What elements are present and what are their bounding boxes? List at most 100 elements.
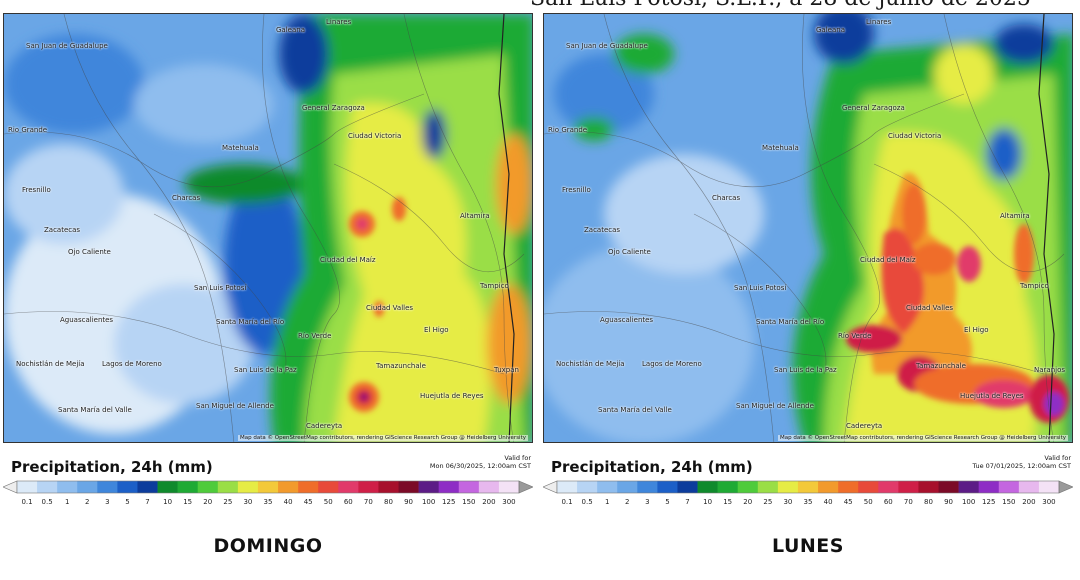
colorbar-swatch — [57, 481, 78, 493]
colorbar-swatch — [237, 481, 259, 493]
place-label: Charcas — [172, 194, 201, 202]
colorbar-swatch — [358, 481, 379, 493]
place-label: Charcas — [712, 194, 741, 202]
place-label: El Higo — [964, 326, 989, 334]
place-label: Santa María del Valle — [58, 406, 132, 414]
colorbar-swatch — [677, 481, 698, 493]
place-label: San Luis de la Paz — [234, 366, 297, 374]
colorbar-swatch — [858, 481, 879, 493]
place-label: Matehuala — [762, 144, 799, 152]
colorbar-ticks: 0.1 0.5 1 2 3 5 7 10 15 20 25 30 35 40 45 50 60 70 80 90 100… — [3, 498, 533, 508]
day-label: LUNES — [772, 535, 844, 557]
colorbar-swatch — [458, 481, 480, 493]
colorbar-tick-label: 1 — [604, 498, 610, 506]
colorbar-swatch — [557, 481, 578, 493]
colorbar-tick-label: 70 — [903, 498, 913, 506]
colorbar-swatch — [298, 481, 319, 493]
place-label: General Zaragoza — [842, 104, 905, 112]
place-label: Río Verde — [838, 332, 872, 340]
colorbar-tick-label: 90 — [404, 498, 414, 506]
precipitation-map[interactable]: San Juan de Guadalupe Galeana Linares Ge… — [543, 13, 1073, 443]
colorbar-tick-label: 3 — [105, 498, 110, 506]
colorbar-swatch — [898, 481, 919, 493]
precipitation-field — [544, 14, 1072, 442]
place-label: Linares — [326, 18, 352, 26]
colorbar-swatch — [938, 481, 959, 493]
colorbar-tick-label: 90 — [944, 498, 954, 506]
place-label: Tampico — [480, 282, 509, 290]
colorbar-swatch — [378, 481, 399, 493]
place-label: Ojo Caliente — [608, 248, 651, 256]
precipitation-colorbar — [3, 480, 533, 494]
colorbar-swatch — [958, 481, 979, 493]
colorbar-swatch — [637, 481, 658, 493]
place-label: Lagos de Moreno — [102, 360, 162, 368]
colorbar-swatch — [1018, 481, 1040, 493]
precipitation-map[interactable]: San Juan de Guadalupe Galeana Linares Ge… — [3, 13, 533, 443]
colorbar-swatch — [757, 481, 779, 493]
colorbar-swatch — [318, 481, 339, 493]
colorbar-tick-label: 100 — [961, 498, 976, 506]
colorbar-swatch — [278, 481, 299, 493]
place-label: El Higo — [424, 326, 449, 334]
colorbar-tick-label: 40 — [283, 498, 293, 506]
place-label: Aguascalientes — [60, 316, 114, 324]
colorbar-swatch — [257, 481, 279, 493]
place-label: Ciudad Valles — [906, 304, 954, 312]
map-panel-lunes: San Juan de Guadalupe Galeana Linares Ge… — [543, 13, 1073, 557]
place-label: Huejutla de Reyes — [960, 392, 1024, 400]
place-label: San Luis Potosí — [194, 284, 247, 292]
place-label: Tamazunchale — [376, 362, 426, 370]
colorbar-border — [556, 480, 1060, 494]
colorbar-swatch — [338, 481, 359, 493]
colorbar-swatch — [838, 481, 859, 493]
colorbar-min-arrow — [3, 480, 18, 494]
colorbar-tick-label: 20 — [743, 498, 753, 506]
place-label: Tuxpan — [494, 366, 519, 374]
place-label: San Juan de Guadalupe — [26, 42, 108, 50]
legend-title: Precipitation, 24h (mm) — [11, 458, 213, 476]
colorbar-swatch — [797, 481, 819, 493]
colorbar-swatch — [77, 481, 98, 493]
place-label: Nochistlán de Mejía — [556, 360, 625, 368]
colorbar-tick-label: 1 — [64, 498, 70, 506]
colorbar-tick-label: 35 — [803, 498, 813, 506]
place-label: Galeana — [816, 26, 845, 34]
colorbar-tick-label: 200 — [1022, 498, 1036, 506]
colorbar-tick-label: 60 — [883, 498, 893, 506]
colorbar-tick-label: 7 — [685, 498, 690, 506]
colorbar-swatch — [37, 481, 58, 493]
colorbar-tick-label: 80 — [924, 498, 933, 506]
place-label: Ojo Caliente — [68, 248, 111, 256]
colorbar-swatch — [717, 481, 739, 493]
legend-title: Precipitation, 24h (mm) — [551, 458, 753, 476]
map-attribution: Map data © OpenStreetMap contributors, r… — [778, 435, 1068, 441]
valid-for-time: Tue 07/01/2025, 12:00am CST — [972, 462, 1071, 470]
colorbar-swatch — [438, 481, 460, 493]
place-label: Huejutla de Reyes — [420, 392, 484, 400]
colorbar-swatch — [878, 481, 899, 493]
colorbar-tick-label: 0.1 — [561, 498, 573, 506]
colorbar-tick-label: 25 — [763, 498, 773, 506]
colorbar-swatch — [617, 481, 638, 493]
colorbar-swatch — [398, 481, 419, 493]
place-label: Naranjos — [1034, 366, 1066, 374]
colorbar-swatch — [978, 481, 1000, 493]
colorbar-tick-label: 35 — [263, 498, 273, 506]
colorbar-tick-label: 200 — [482, 498, 496, 506]
place-label: General Zaragoza — [302, 104, 365, 112]
place-label: Ciudad Valles — [366, 304, 414, 312]
colorbar-max-arrow — [1058, 480, 1073, 494]
colorbar-swatch — [918, 481, 939, 493]
place-label: Ciudad del Maíz — [320, 256, 376, 264]
colorbar-swatch — [498, 481, 520, 493]
colorbar-tick-label: 0.5 — [41, 498, 53, 506]
colorbar-tick-label: 0.5 — [581, 498, 593, 506]
colorbar-tick-label: 30 — [243, 498, 253, 506]
colorbar-swatch — [217, 481, 239, 493]
colorbar-swatch — [818, 481, 839, 493]
colorbar-tick-label: 5 — [125, 498, 130, 506]
colorbar-swatch — [697, 481, 718, 493]
colorbar-swatch — [657, 481, 678, 493]
place-label: Nochistlán de Mejía — [16, 360, 85, 368]
